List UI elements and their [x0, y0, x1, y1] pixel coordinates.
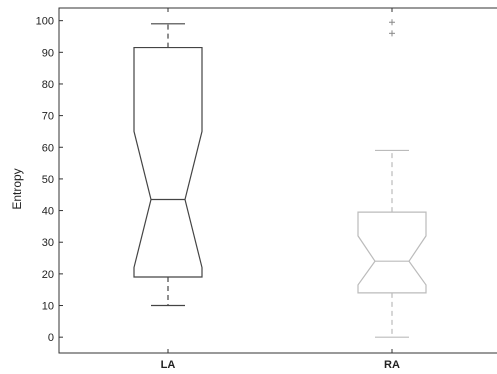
x-category-label: LA: [161, 359, 176, 371]
y-tick-label: 80: [42, 79, 54, 91]
y-tick-label: 30: [42, 237, 54, 249]
outlier-marker: [389, 30, 395, 37]
x-category-label: RA: [384, 359, 400, 371]
y-tick-label: 0: [48, 332, 54, 344]
box-ra: [357, 19, 427, 338]
y-tick-label: 20: [42, 269, 54, 281]
x-axis: LA RA: [161, 8, 400, 371]
notched-box: [357, 211, 427, 294]
y-tick-label: 50: [42, 174, 54, 186]
y-tick-label: 10: [42, 301, 54, 313]
plot-area-frame: [58, 7, 497, 354]
y-tick-label: 70: [42, 111, 54, 123]
outlier-marker: [389, 19, 395, 26]
y-axis: 0 10 20 30 40 50 60 70 80 90 100: [36, 16, 63, 344]
y-tick-label: 100: [36, 16, 54, 28]
y-tick-label: 60: [42, 142, 54, 154]
y-tick-label: 90: [42, 47, 54, 59]
y-axis-label: Entropy: [10, 168, 24, 209]
box-la: [133, 23, 203, 307]
boxes: [133, 19, 427, 338]
notched-box: [133, 46, 203, 278]
y-tick-label: 40: [42, 206, 54, 218]
